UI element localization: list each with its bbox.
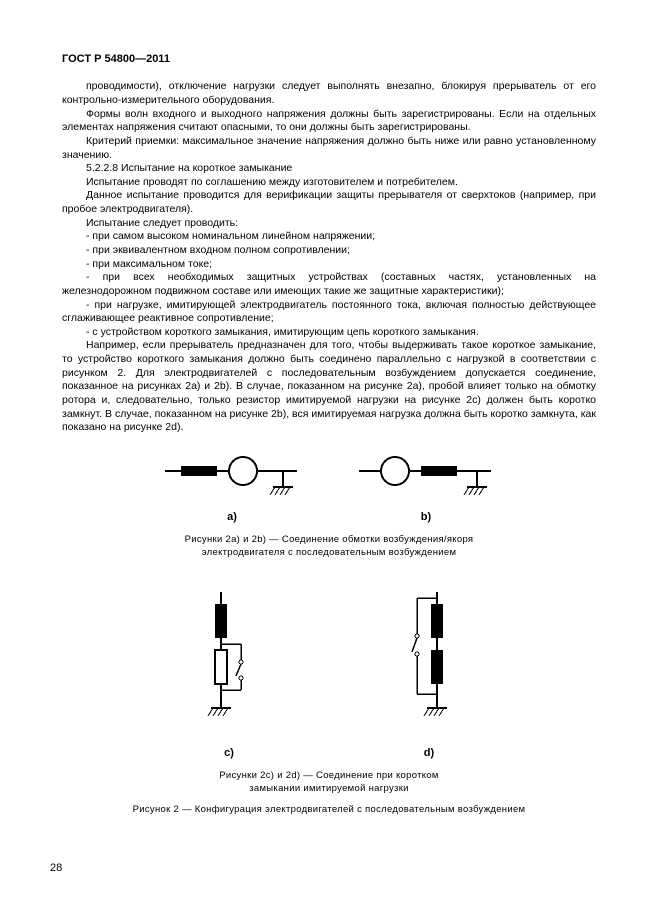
caption-ab-line1: Рисунки 2a) и 2b) — Соединение обмотки в… bbox=[185, 534, 474, 545]
para: проводимости), отключение нагрузки следу… bbox=[62, 80, 596, 107]
figure-2b-svg bbox=[351, 453, 501, 503]
para: Испытание следует проводить: bbox=[62, 217, 596, 231]
caption-cd-line2: замыкании имитируемой нагрузки bbox=[249, 783, 409, 794]
page-number: 28 bbox=[50, 861, 62, 875]
para: - при самом высоком номинальном линейном… bbox=[62, 230, 596, 244]
doc-header: ГОСТ Р 54800—2011 bbox=[62, 52, 596, 66]
para: Испытание проводят по соглашению между и… bbox=[62, 176, 596, 190]
caption-cd: Рисунки 2c) и 2d) — Соединение при корот… bbox=[62, 770, 596, 796]
caption-cd-line1: Рисунки 2c) и 2d) — Соединение при корот… bbox=[219, 770, 438, 781]
para: - при максимальном токе; bbox=[62, 258, 596, 272]
para: - при нагрузке, имитирующей электродвига… bbox=[62, 299, 596, 326]
para: Например, если прерыватель предназначен … bbox=[62, 339, 596, 434]
figure-2a-svg bbox=[157, 453, 307, 503]
fig-label-c: c) bbox=[189, 746, 269, 760]
para: - при эквивалентном входном полном сопро… bbox=[62, 244, 596, 258]
fig-label-d: d) bbox=[389, 746, 469, 760]
caption-main: Рисунок 2 — Конфигурация электродвигател… bbox=[62, 804, 596, 816]
caption-ab: Рисунки 2a) и 2b) — Соединение обмотки в… bbox=[62, 534, 596, 560]
figures-cd: c) bbox=[62, 590, 596, 761]
para: Критерий приемки: максимальное значение … bbox=[62, 135, 596, 162]
figures-ab: a) b) bbox=[62, 453, 596, 524]
figure-2c-svg bbox=[189, 590, 269, 740]
figure-2d-svg bbox=[389, 590, 469, 740]
para: Формы волн входного и выходного напряжен… bbox=[62, 108, 596, 135]
fig-label-a: a) bbox=[157, 510, 307, 524]
para: 5.2.2.8 Испытание на короткое замыкание bbox=[62, 162, 596, 176]
body-text: проводимости), отключение нагрузки следу… bbox=[62, 80, 596, 435]
para: Данное испытание проводится для верифика… bbox=[62, 189, 596, 216]
para: - с устройством короткого замыкания, ими… bbox=[62, 326, 596, 340]
caption-ab-line2: электродвигателя с последовательным возб… bbox=[202, 547, 457, 558]
fig-label-b: b) bbox=[351, 510, 501, 524]
para: - при всех необходимых защитных устройст… bbox=[62, 271, 596, 298]
